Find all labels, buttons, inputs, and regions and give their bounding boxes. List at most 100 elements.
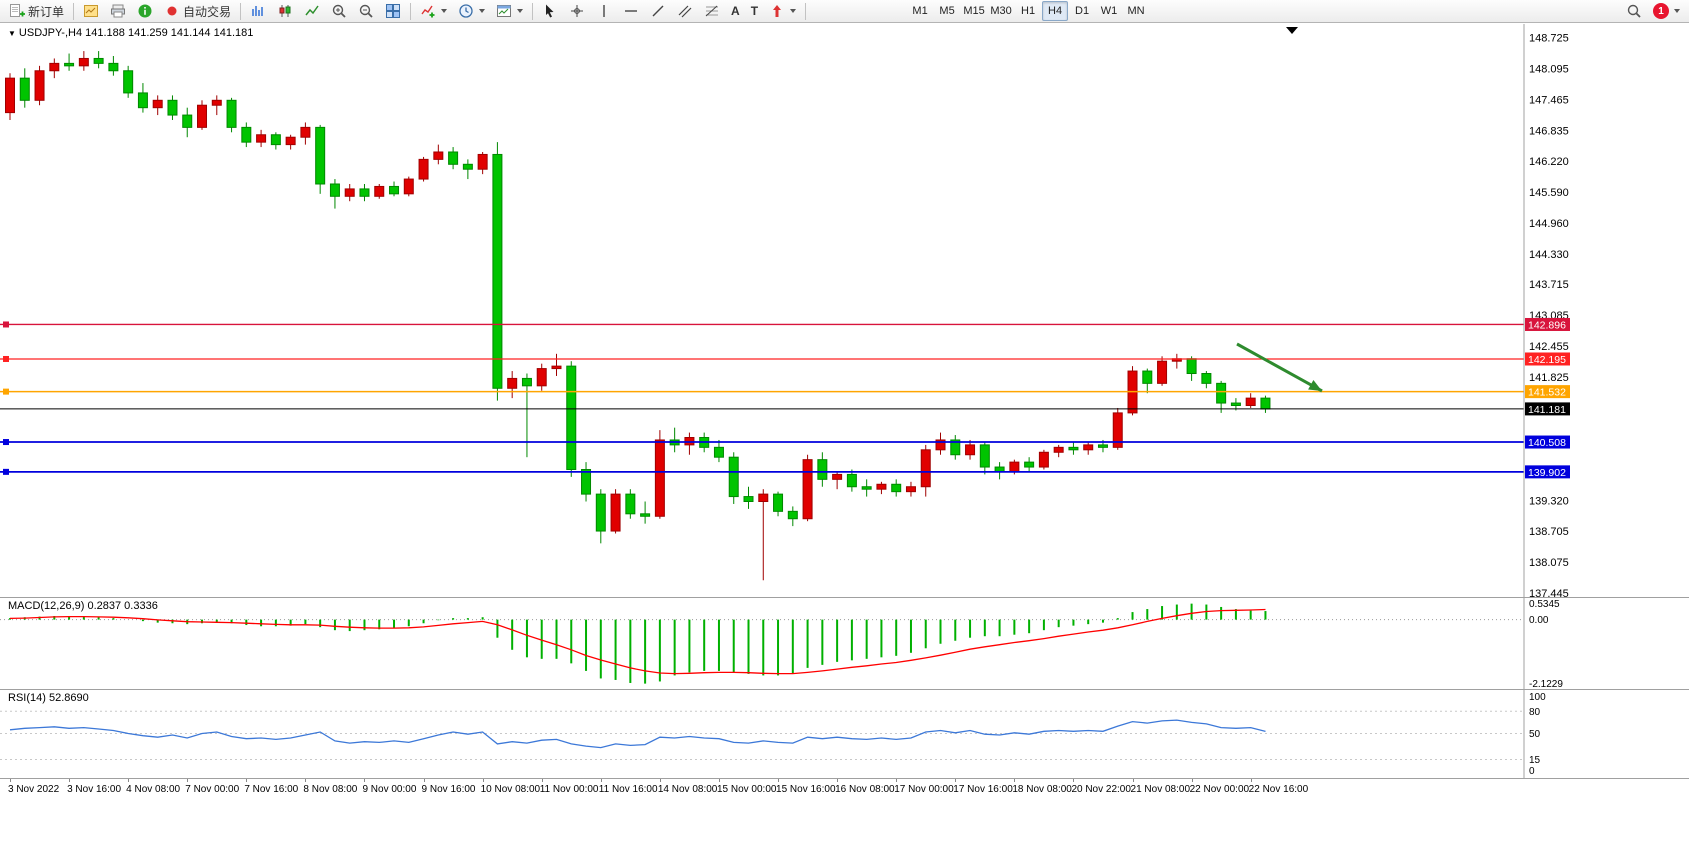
- time-label: 20 Nov 22:00: [1071, 784, 1131, 795]
- cursor-button[interactable]: [537, 1, 563, 21]
- timeframe-m1-button[interactable]: M1: [907, 1, 933, 21]
- rsi-panel[interactable]: 100 80 50 150: [0, 689, 1689, 778]
- svg-text:-2.1229: -2.1229: [1529, 679, 1563, 689]
- timeframe-h4-button[interactable]: H4: [1042, 1, 1069, 21]
- svg-text:143.715: 143.715: [1529, 279, 1569, 291]
- time-tick: [659, 779, 661, 782]
- time-label: 11 Nov 16:00: [598, 784, 658, 795]
- trendline-button[interactable]: [645, 1, 671, 21]
- time-tick: [1014, 779, 1016, 782]
- time-label: 17 Nov 00:00: [894, 784, 954, 795]
- timeframe-mn-button[interactable]: MN: [1123, 1, 1149, 21]
- time-axis[interactable]: 3 Nov 2022 3 Nov 16:00 4 Nov 08:00 7 Nov 00…: [0, 778, 1689, 861]
- new-order-icon: [10, 4, 25, 17]
- text-button[interactable]: A: [726, 1, 745, 21]
- time-label: 15 Nov 16:00: [776, 784, 836, 795]
- time-label: 8 Nov 08:00: [303, 784, 358, 795]
- timeframe-d1-button[interactable]: D1: [1069, 1, 1095, 21]
- chevron-down-icon: [479, 9, 486, 13]
- time-tick: [778, 779, 780, 782]
- autotrade-button[interactable]: 自动交易: [159, 1, 236, 21]
- toolbar-separator: [240, 2, 242, 20]
- svg-text:141.532: 141.532: [1528, 387, 1566, 399]
- macd-histogram: [9, 603, 1267, 684]
- chart-collapse-icon[interactable]: ▼: [8, 29, 16, 38]
- rsi-title: RSI(14) 52.8690: [8, 692, 89, 704]
- timeframe-m15-button[interactable]: M15: [961, 1, 987, 21]
- svg-text:148.095: 148.095: [1529, 64, 1569, 76]
- zoom-out-button[interactable]: [353, 1, 379, 21]
- svg-text:0.00: 0.00: [1529, 615, 1549, 626]
- bar-chart-button[interactable]: [245, 1, 271, 21]
- zoom-in-icon: [332, 4, 346, 18]
- time-label: 16 Nov 08:00: [835, 784, 895, 795]
- text-label-button[interactable]: T: [746, 1, 763, 21]
- new-order-button[interactable]: 新订单: [4, 1, 69, 21]
- crosshair-icon: [571, 5, 584, 17]
- new-order-label: 新订单: [28, 4, 65, 19]
- svg-text:100: 100: [1529, 692, 1546, 703]
- text-tool-icon: A: [731, 4, 740, 18]
- time-label: 9 Nov 00:00: [362, 784, 417, 795]
- time-tick: [246, 779, 248, 782]
- trendline-icon: [652, 5, 664, 17]
- svg-text:148.725: 148.725: [1529, 33, 1569, 45]
- time-label: 18 Nov 08:00: [1012, 784, 1072, 795]
- fibonacci-button[interactable]: [699, 1, 725, 21]
- time-tick: [128, 779, 130, 782]
- timeframe-w1-button[interactable]: W1: [1096, 1, 1122, 21]
- toolbar-separator: [73, 2, 75, 20]
- macd-panel[interactable]: 0.5345 0.00 -2.1229: [0, 597, 1689, 689]
- tile-windows-button[interactable]: [380, 1, 406, 21]
- svg-text:142.896: 142.896: [1528, 319, 1566, 331]
- toolbar: 新订单 自动交易: [0, 0, 1689, 23]
- crosshair-button[interactable]: [564, 1, 590, 21]
- new-chart-icon: [84, 5, 99, 17]
- print-button[interactable]: [105, 1, 131, 21]
- info-button[interactable]: [132, 1, 158, 21]
- templates-button[interactable]: [491, 1, 528, 21]
- arrows-button[interactable]: [764, 1, 801, 21]
- rsi-line: [9, 719, 1266, 749]
- time-tick: [955, 779, 957, 782]
- new-chart-button[interactable]: [78, 1, 104, 21]
- timeframe-m5-button[interactable]: M5: [934, 1, 960, 21]
- candle-chart-icon: [279, 5, 291, 17]
- svg-text:0.5345: 0.5345: [1529, 599, 1560, 610]
- svg-text:146.835: 146.835: [1529, 126, 1569, 138]
- main-chart[interactable]: 148.725 148.095 147.465 146.835 146.220 145.5…: [0, 24, 1689, 597]
- horizontal-lines: [0, 321, 1524, 475]
- svg-text:138.075: 138.075: [1529, 557, 1569, 569]
- line-chart-button[interactable]: [299, 1, 325, 21]
- time-tick: [837, 779, 839, 782]
- time-label: 3 Nov 16:00: [67, 784, 122, 795]
- line-chart-icon: [305, 5, 319, 16]
- timeframe-m30-button[interactable]: M30: [988, 1, 1014, 21]
- chart-title-text: USDJPY-,H4 141.188 141.259 141.144 141.1…: [18, 27, 254, 39]
- notifications-button[interactable]: 1: [1648, 1, 1685, 21]
- time-label: 9 Nov 16:00: [421, 784, 476, 795]
- time-tick: [69, 779, 71, 782]
- svg-text:0: 0: [1529, 766, 1535, 777]
- channel-button[interactable]: [672, 1, 698, 21]
- timeframe-h1-button[interactable]: H1: [1015, 1, 1041, 21]
- candle-chart-button[interactable]: [272, 1, 298, 21]
- indicators-button[interactable]: [415, 1, 452, 21]
- svg-text:15: 15: [1529, 755, 1541, 766]
- vertical-line-button[interactable]: [591, 1, 617, 21]
- search-button[interactable]: [1621, 1, 1647, 21]
- cursor-icon: [546, 4, 554, 18]
- time-tick: [187, 779, 189, 782]
- time-tick: [1191, 779, 1193, 782]
- periods-button[interactable]: [453, 1, 490, 21]
- svg-text:139.902: 139.902: [1528, 467, 1566, 479]
- zoom-in-button[interactable]: [326, 1, 352, 21]
- chevron-down-icon: [441, 9, 448, 13]
- indicators-icon: [421, 5, 435, 18]
- horizontal-line-button[interactable]: [618, 1, 644, 21]
- template-icon: [497, 5, 512, 17]
- text-label-icon: T: [750, 4, 759, 18]
- autotrade-label: 自动交易: [183, 4, 232, 19]
- toolbar-separator: [532, 2, 534, 20]
- time-tick: [718, 779, 720, 782]
